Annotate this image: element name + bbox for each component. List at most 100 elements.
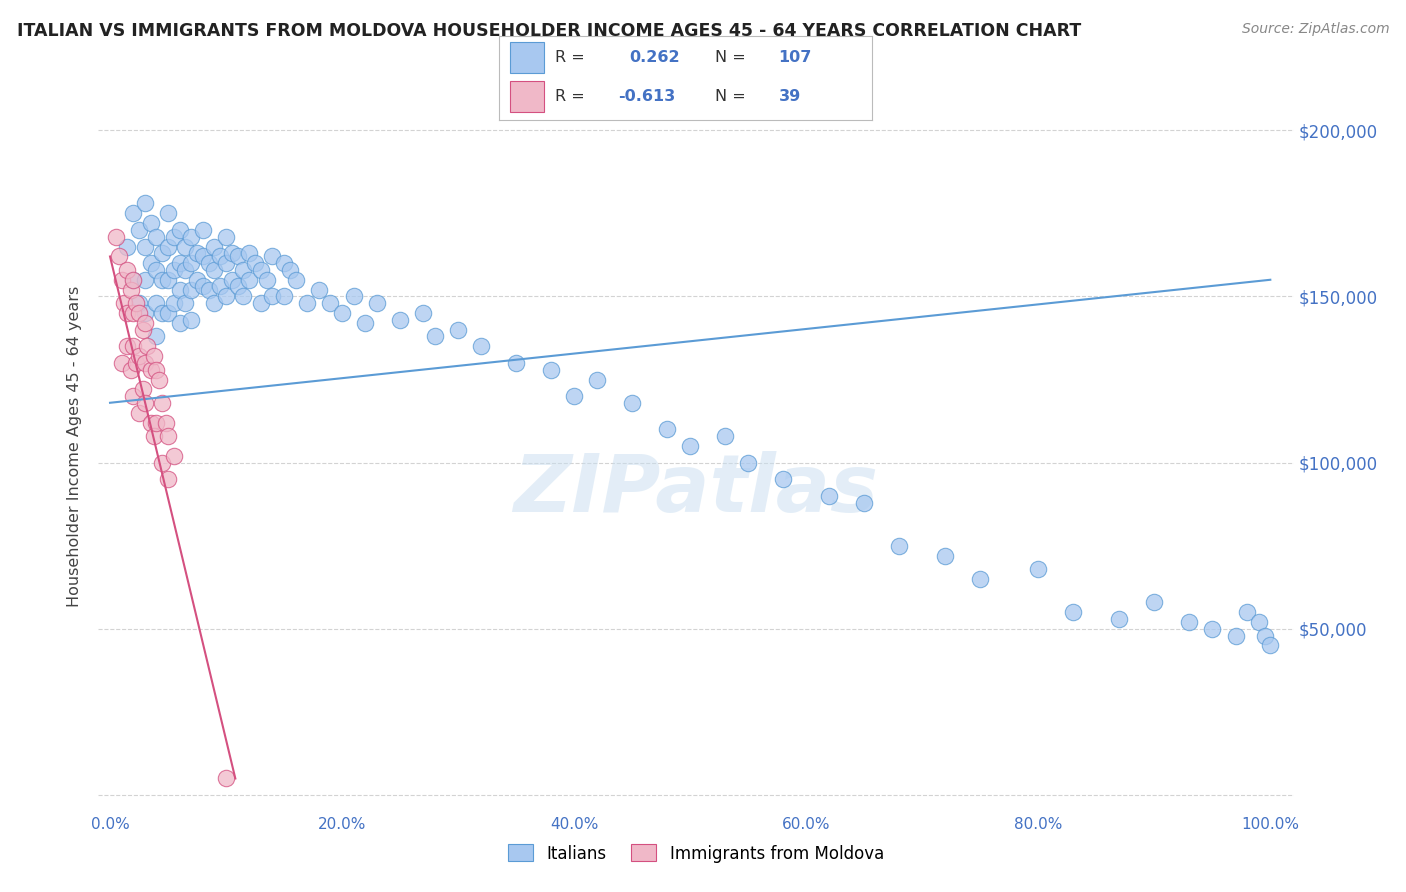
Point [540, 362, 562, 376]
Point [120, 283, 142, 297]
Point [250, 296, 273, 310]
Point [169, 223, 191, 237]
Point [319, 296, 342, 310]
Point [191, 279, 214, 293]
Point [197, 283, 219, 297]
Point [221, 273, 243, 287]
Point [174, 239, 197, 253]
Point [1178, 615, 1201, 630]
Point [122, 389, 145, 403]
Point [505, 356, 527, 370]
Point [679, 439, 702, 453]
Point [221, 246, 243, 260]
Point [969, 572, 991, 586]
Point [117, 339, 139, 353]
Point [1108, 612, 1130, 626]
Point [163, 229, 186, 244]
Point [226, 279, 249, 293]
Point [204, 262, 226, 277]
Point [621, 396, 644, 410]
Point [1201, 622, 1223, 636]
Point [215, 229, 238, 244]
Point [139, 416, 162, 430]
Point [330, 306, 353, 320]
Point [186, 273, 208, 287]
Point [232, 289, 254, 303]
Point [389, 312, 412, 326]
Point [232, 262, 254, 277]
Point [117, 262, 139, 277]
Point [150, 273, 173, 287]
Point [262, 289, 284, 303]
Point [122, 273, 145, 287]
Point [111, 356, 134, 370]
Point [122, 206, 145, 220]
Point [366, 296, 388, 310]
Point [150, 306, 173, 320]
Point [108, 250, 131, 264]
Point [128, 223, 150, 237]
Point [209, 250, 232, 264]
Point [586, 372, 609, 386]
Point [412, 306, 434, 320]
Text: ZIPatlas: ZIPatlas [513, 450, 879, 529]
Point [934, 549, 956, 563]
Point [104, 229, 127, 244]
Text: ITALIAN VS IMMIGRANTS FROM MOLDOVA HOUSEHOLDER INCOME AGES 45 - 64 YEARS CORRELA: ITALIAN VS IMMIGRANTS FROM MOLDOVA HOUSE… [17, 22, 1081, 40]
Text: 107: 107 [779, 50, 811, 65]
Point [148, 372, 170, 386]
Point [169, 283, 191, 297]
Point [169, 316, 191, 330]
Point [215, 256, 238, 270]
Text: R =: R = [555, 89, 585, 104]
Point [134, 316, 156, 330]
Point [112, 296, 135, 310]
Point [117, 306, 139, 320]
Point [157, 239, 180, 253]
Point [145, 229, 167, 244]
Point [139, 362, 162, 376]
Point [1258, 639, 1281, 653]
Point [1026, 562, 1049, 576]
Bar [510, 43, 544, 73]
Point [180, 229, 202, 244]
Point [122, 273, 145, 287]
Point [243, 256, 266, 270]
Point [150, 456, 173, 470]
Bar [510, 81, 544, 112]
Point [215, 772, 238, 786]
Point [853, 495, 876, 509]
Point [174, 296, 197, 310]
Point [284, 273, 307, 287]
Point [273, 256, 295, 270]
Point [226, 250, 249, 264]
Point [163, 262, 186, 277]
Point [157, 472, 180, 486]
Point [134, 306, 156, 320]
Point [772, 472, 794, 486]
Point [1236, 605, 1258, 619]
Point [143, 349, 166, 363]
Point [122, 306, 145, 320]
Point [134, 356, 156, 370]
Point [354, 316, 377, 330]
Point [818, 489, 841, 503]
Point [157, 429, 180, 443]
Point [174, 262, 197, 277]
Point [308, 283, 330, 297]
Point [145, 416, 167, 430]
Point [139, 256, 162, 270]
Point [163, 449, 186, 463]
Point [145, 296, 167, 310]
Text: N =: N = [716, 89, 747, 104]
Point [157, 273, 180, 287]
Point [215, 289, 238, 303]
Point [150, 246, 173, 260]
Text: 39: 39 [779, 89, 801, 104]
Point [238, 246, 260, 260]
Point [238, 273, 260, 287]
Point [343, 289, 366, 303]
Point [145, 362, 167, 376]
Point [273, 289, 295, 303]
Point [134, 239, 156, 253]
